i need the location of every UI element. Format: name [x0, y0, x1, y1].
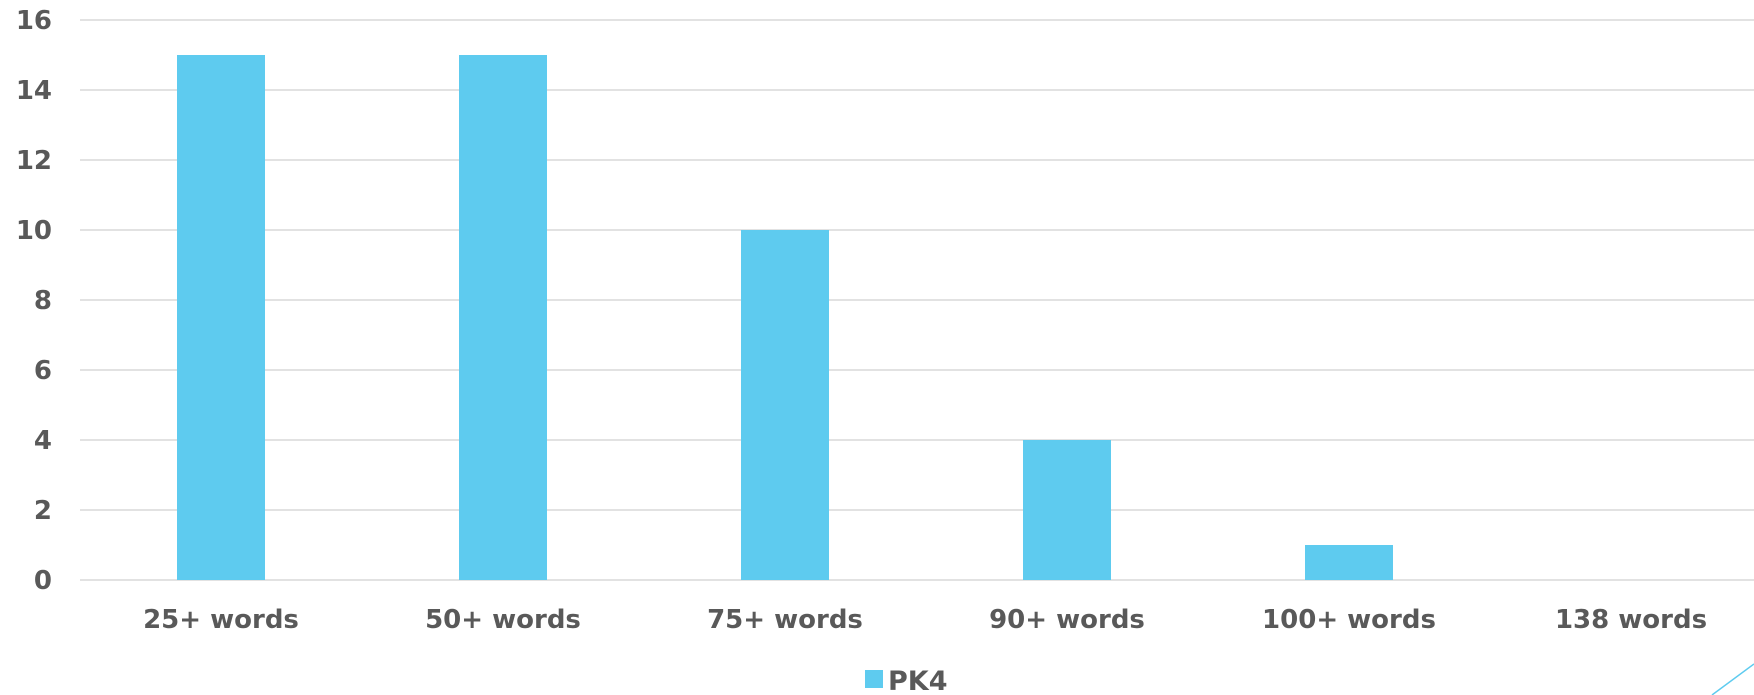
gridlines — [80, 19, 1754, 581]
bar-5 — [1305, 545, 1393, 580]
y-axis-tick-labels: 0 2 4 6 8 10 12 14 16 — [16, 6, 52, 596]
x-tick-label-2: 50+ words — [425, 605, 581, 635]
x-tick-label-4: 90+ words — [989, 605, 1145, 635]
y-tick-label-14: 14 — [16, 76, 52, 106]
bars — [177, 55, 1393, 580]
legend: PK4 — [865, 666, 948, 695]
x-tick-label-1: 25+ words — [143, 605, 299, 635]
bar-2 — [459, 55, 547, 580]
y-tick-label-2: 2 — [34, 496, 52, 526]
y-tick-label-16: 16 — [16, 6, 52, 36]
decorative-corner-line — [1711, 663, 1754, 695]
y-tick-label-4: 4 — [34, 426, 52, 456]
bar-3 — [741, 230, 829, 580]
y-tick-label-8: 8 — [34, 286, 52, 316]
bar-1 — [177, 55, 265, 580]
legend-label-pk4: PK4 — [888, 666, 948, 695]
y-tick-label-0: 0 — [34, 566, 52, 596]
x-tick-label-3: 75+ words — [707, 605, 863, 635]
x-tick-label-5: 100+ words — [1262, 605, 1436, 635]
legend-swatch-pk4 — [865, 670, 883, 688]
x-tick-label-6: 138 words — [1555, 605, 1707, 635]
y-tick-label-12: 12 — [16, 146, 52, 176]
bar-4 — [1023, 440, 1111, 580]
y-tick-label-6: 6 — [34, 356, 52, 386]
y-tick-label-10: 10 — [16, 216, 52, 246]
x-axis-tick-labels: 25+ words 50+ words 75+ words 90+ words 100+… — [143, 605, 1707, 635]
